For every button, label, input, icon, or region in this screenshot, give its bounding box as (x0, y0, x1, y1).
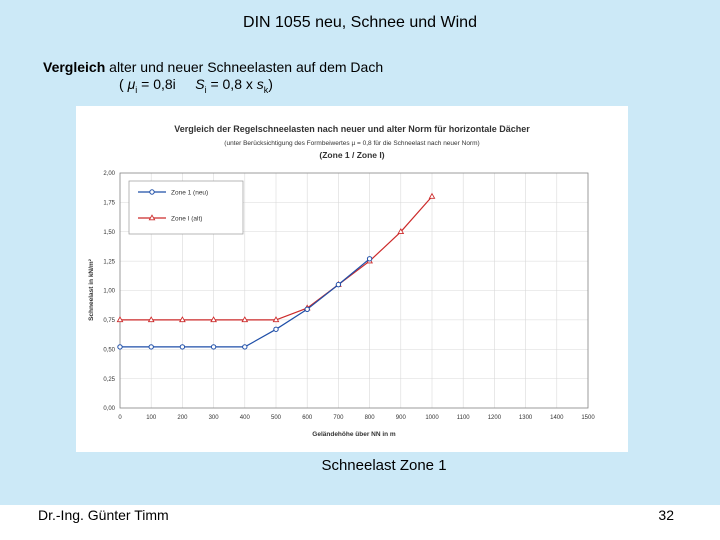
formula-eq2: = 0,8 x (206, 76, 257, 92)
chart-figure: Vergleich der Regelschneelasten nach neu… (76, 106, 628, 452)
x-tick-label: 800 (365, 415, 376, 421)
chart-title: Vergleich der Regelschneelasten nach neu… (174, 124, 530, 134)
x-tick-label: 1400 (550, 415, 564, 421)
x-tick-label: 1000 (425, 415, 439, 421)
y-axis-ticks: 0,00 0,25 0,50 0,75 1,00 1,25 1,50 1,75 2,00 (103, 171, 115, 412)
series-neu-point (335, 281, 342, 288)
intro-text: Vergleich alter und neuer Schneelasten a… (43, 59, 383, 99)
series-alt-point (210, 316, 217, 323)
x-tick-label: 1300 (519, 415, 533, 421)
y-tick-label: 1,50 (103, 230, 115, 236)
chart-svg: Vergleich der Regelschneelasten nach neu… (88, 124, 595, 438)
series-neu-point (210, 344, 217, 350)
y-tick-label: 0,00 (103, 406, 115, 412)
chart-subtitle-2: (Zone 1 / Zone I) (319, 150, 384, 160)
footer-bar (0, 505, 720, 540)
intro-rest: alter und neuer Schneelasten auf dem Dac… (105, 59, 384, 75)
y-tick-label: 2,00 (103, 171, 115, 177)
legend-marker-neu (149, 189, 155, 195)
mu-symbol: μ (127, 76, 136, 92)
x-tick-label: 0 (118, 415, 122, 421)
series-alt-point (116, 316, 124, 323)
s-subscript: i (204, 84, 207, 95)
series-alt-point (428, 192, 436, 199)
sk-symbol: s (256, 76, 264, 92)
plot-frame (119, 172, 589, 409)
s-symbol: S (195, 76, 205, 92)
intro-formula: ( μi = 0,8i Si = 0,8 x sk) (43, 76, 383, 99)
formula-close: ) (268, 76, 273, 92)
series (116, 192, 436, 350)
x-tick-label: 1200 (488, 415, 502, 421)
y-tick-label: 1,00 (103, 289, 115, 295)
mu-subscript: i (135, 84, 138, 95)
x-tick-label: 1500 (581, 415, 595, 421)
y-tick-label: 1,25 (103, 259, 115, 265)
series-alt-point (179, 316, 186, 323)
legend-box (128, 180, 244, 235)
series-neu-point (117, 344, 123, 350)
legend-label-alt: Zone I (alt) (171, 216, 202, 223)
y-axis-label: Schneelast in kN/m² (88, 258, 95, 321)
x-tick-label: 1100 (457, 415, 471, 421)
x-tick-label: 500 (271, 415, 282, 421)
series-neu-point (148, 344, 154, 350)
series-neu-point (179, 344, 186, 350)
series-alt-point (272, 316, 280, 323)
intro-line-1: Vergleich alter und neuer Schneelasten a… (43, 59, 383, 76)
legend-marker-alt (148, 214, 156, 221)
x-axis-ticks: 0 100 200 300 400 500 600 700 800 900 1000 1100 1200… (118, 415, 595, 421)
x-tick-label: 900 (396, 415, 407, 421)
legend-label-neu: Zone 1 (neu) (171, 190, 208, 197)
series-alt-point (147, 316, 155, 323)
sk-subscript: k (263, 84, 269, 95)
x-tick-label: 700 (333, 415, 344, 421)
y-tick-label: 1,75 (103, 201, 115, 207)
figure-caption: Schneelast Zone 1 (321, 457, 447, 474)
chart-subtitle: (unter Berücksichtigung des Formbeiwerte… (224, 140, 479, 147)
y-tick-label: 0,25 (103, 377, 115, 383)
formula-eq1: = 0,8i (137, 76, 196, 92)
series-neu-point (304, 306, 310, 313)
intro-bold: Vergleich (43, 59, 106, 75)
formula-open: ( (119, 76, 128, 92)
slide-title: DIN 1055 neu, Schnee und Wind (243, 14, 477, 31)
legend: Zone 1 (neu) Zone I (alt) (128, 180, 244, 235)
series-alt-point (397, 228, 405, 234)
series-alt-point (241, 316, 249, 323)
series-neu-point (273, 326, 279, 332)
x-tick-label: 200 (177, 415, 188, 421)
x-axis-label: Geländehöhe über NN in m (312, 431, 396, 438)
x-tick-label: 600 (302, 415, 313, 421)
series-neu-point (366, 256, 373, 262)
x-tick-label: 400 (240, 415, 251, 421)
series-neu-point (242, 344, 248, 350)
author: Dr.-Ing. Günter Timm (38, 507, 169, 523)
x-tick-label: 100 (146, 415, 157, 421)
page-number: 32 (658, 507, 674, 523)
y-tick-label: 0,50 (103, 347, 115, 353)
x-tick-label: 300 (209, 415, 220, 421)
y-tick-label: 0,75 (103, 318, 115, 324)
